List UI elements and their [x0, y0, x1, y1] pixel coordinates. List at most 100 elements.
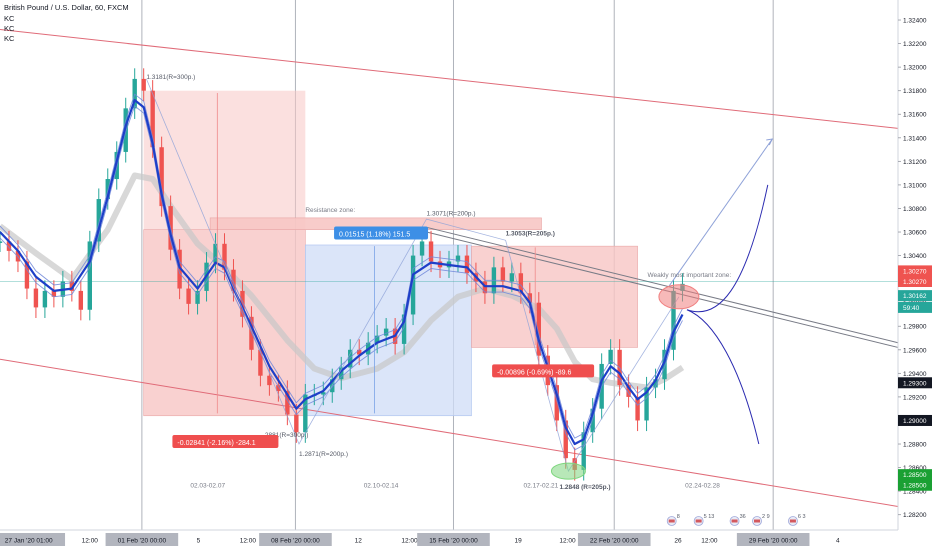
candle-body: [303, 394, 308, 433]
time-axis-highlight-badge: [259, 533, 332, 546]
candle-body: [177, 249, 182, 289]
event-count-label: 8: [677, 514, 680, 520]
price-tick-label: 1.31200: [903, 159, 927, 166]
price-level-label: 1.30270: [903, 268, 927, 275]
candle-body: [222, 243, 227, 270]
candle-body: [464, 255, 470, 274]
arrow-head-icon: [766, 138, 774, 146]
event-count-label: 2 9: [762, 514, 770, 520]
candle-body: [195, 290, 200, 304]
candle-body: [662, 349, 667, 380]
low-pivot-ellipse: [550, 462, 586, 480]
price-level-badge: [898, 290, 932, 302]
candle-body: [231, 269, 236, 291]
candle-body: [581, 432, 586, 470]
important-zone-ellipse: [658, 284, 700, 310]
projection-curve: [686, 309, 760, 445]
week-range-label: 02.24-02.28: [685, 483, 720, 490]
price-tick-label: 1.30600: [903, 230, 927, 237]
price-level-label: 1.28500: [903, 472, 927, 479]
candle-body: [482, 281, 488, 294]
trend-line: [426, 226, 899, 344]
price-tick-label: 1.29400: [903, 371, 927, 378]
candle-body: [348, 349, 353, 368]
pivot-price-label: 1.2871(R=200p.): [299, 451, 348, 458]
indicator-legend-kc-2[interactable]: KC: [4, 24, 15, 33]
short-position-zone: [471, 245, 638, 348]
price-tick-label: 1.29800: [903, 324, 927, 331]
price-tick-label: 1.30800: [903, 206, 927, 213]
candle-body: [267, 375, 272, 386]
time-axis-highlight-badge: [736, 533, 810, 546]
candle-body: [608, 349, 613, 364]
price-tick-label: 1.28200: [903, 512, 927, 519]
candle-body: [69, 281, 75, 291]
channel-line: [0, 358, 899, 507]
candle-body: [78, 290, 84, 310]
price-level-label: 1.30162: [903, 293, 927, 300]
candle-body: [626, 385, 631, 397]
price-tick-label: 1.32000: [903, 65, 927, 72]
price-tick-label: 1.28600: [903, 465, 927, 472]
candle-body: [428, 241, 434, 262]
price-tick-label: 1.28800: [903, 442, 927, 449]
time-axis-label: 5: [197, 538, 201, 545]
time-axis-label: 15 Feb '20 00:00: [429, 538, 478, 545]
price-level-label: 1.28500: [903, 483, 927, 490]
price-level-badge: [898, 275, 932, 287]
candle-body: [42, 290, 48, 308]
flag-stripe-icon: [695, 519, 702, 523]
price-tick-label: 1.32200: [903, 41, 927, 48]
price-level-badge: [898, 469, 932, 481]
measure-label-box: [172, 435, 279, 449]
price-tick-label: 1.30400: [903, 253, 927, 260]
candle-body: [213, 243, 218, 263]
time-axis-label: 19: [515, 538, 523, 545]
candle-body: [240, 290, 245, 317]
candle-body: [518, 273, 524, 294]
price-level-badge: [898, 479, 932, 491]
candle-body: [410, 255, 416, 315]
flag-stripe-icon: [789, 519, 796, 523]
candle-body: [419, 241, 425, 256]
candle-body: [150, 90, 155, 148]
week-range-label: 02.10-02.14: [364, 483, 399, 490]
candle-body: [186, 288, 191, 304]
measure-label-text: -0.00896 (-0.69%) -89.6: [497, 369, 571, 376]
pivot-price-label: 1.3071(R=200p.): [427, 211, 476, 218]
projection-arrow: [668, 138, 773, 287]
candle-body: [401, 314, 407, 344]
candle-body: [258, 349, 263, 376]
indicator-legend-kc-1[interactable]: KC: [4, 14, 15, 23]
candle-body: [500, 267, 506, 282]
price-level-label: 1.29300: [903, 380, 927, 387]
price-level-label: 59:40: [903, 305, 920, 312]
pivot-price-label: 2881(R=300p.): [265, 432, 309, 439]
candle-body: [96, 199, 101, 242]
time-axis-label: 12:00: [82, 538, 99, 545]
candle-body: [357, 349, 362, 355]
time-axis-label: 12:00: [701, 538, 718, 545]
candle-body: [321, 392, 326, 395]
price-tick-label: 1.31400: [903, 135, 927, 142]
time-axis-label: 29 Feb '20 00:00: [749, 538, 798, 545]
flag-stripe-icon: [668, 519, 675, 523]
pivot-price-label: 1.3053(R=205p.): [506, 231, 555, 238]
candle-body: [635, 396, 640, 421]
price-tick-label: 1.32400: [903, 18, 927, 25]
price-level-badge: [898, 301, 932, 313]
symbol-title[interactable]: British Pound / U.S. Dollar, 60, FXCM: [4, 3, 129, 12]
candle-body: [159, 147, 164, 207]
candle-body: [563, 420, 568, 459]
candle-body: [141, 78, 146, 91]
price-tick-label: 1.29200: [903, 394, 927, 401]
price-level-badge: [898, 377, 932, 389]
indicator-legend-kc-3[interactable]: KC: [4, 34, 15, 43]
candle-body: [671, 290, 676, 350]
candle-body: [285, 391, 290, 415]
candle-body: [383, 328, 389, 336]
week-range-label: 02.17-02.21: [524, 483, 559, 490]
time-axis-label: 12: [355, 538, 363, 545]
